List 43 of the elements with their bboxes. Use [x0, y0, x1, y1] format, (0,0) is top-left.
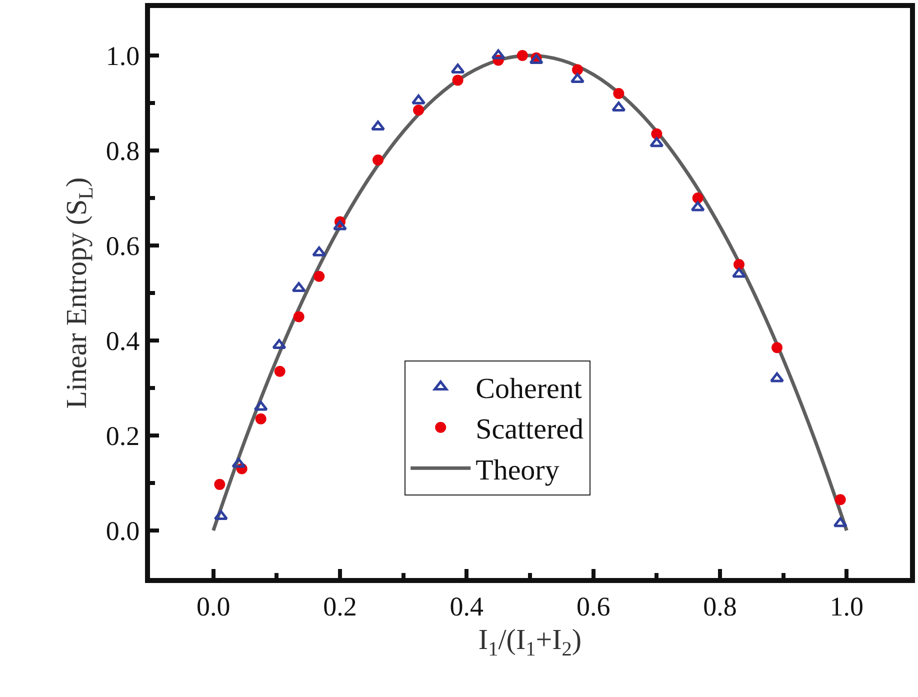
point	[833, 517, 848, 528]
point	[834, 494, 846, 506]
point	[491, 49, 506, 60]
x-tick-label: 0.2	[323, 591, 357, 622]
point	[274, 366, 286, 377]
point	[214, 478, 226, 490]
point	[372, 154, 384, 166]
point	[650, 137, 664, 148]
y-tick-label: 1.0	[106, 40, 140, 71]
point	[732, 268, 746, 278]
legend-label: Scattered	[476, 414, 584, 446]
point	[613, 88, 624, 99]
x-tick-label: 0.0	[196, 591, 230, 622]
y-tick-label: 0.8	[106, 136, 140, 166]
point	[255, 413, 266, 424]
point	[312, 246, 326, 256]
y-tick-label: 0.0	[106, 516, 140, 546]
point	[254, 400, 268, 411]
point	[452, 74, 464, 86]
point	[734, 259, 744, 270]
x-tick-label: 0.8	[703, 591, 737, 622]
point	[690, 201, 705, 212]
point	[293, 311, 304, 322]
point	[232, 458, 246, 468]
x-tick-label: 1.0	[830, 591, 864, 622]
x-tick-label: 0.4	[450, 591, 484, 622]
point	[413, 104, 424, 116]
x-axis-title: I$_{1}$/(I$_{1}$+I$_{2}$)	[478, 624, 582, 660]
point	[692, 192, 704, 204]
y-tick-label: 0.6	[106, 230, 140, 261]
legend-label: Theory	[476, 454, 560, 486]
y-tick-label: 0.2	[106, 420, 140, 451]
point	[651, 128, 662, 140]
point	[412, 94, 426, 104]
point	[770, 372, 784, 382]
x-tick-label: 0.6	[576, 591, 610, 622]
y-tick-label: 0.4	[106, 326, 140, 356]
legend-label: Coherent	[476, 373, 582, 406]
point	[772, 342, 782, 354]
point	[516, 50, 528, 61]
point	[314, 270, 325, 282]
point	[572, 64, 583, 76]
point	[332, 220, 348, 230]
